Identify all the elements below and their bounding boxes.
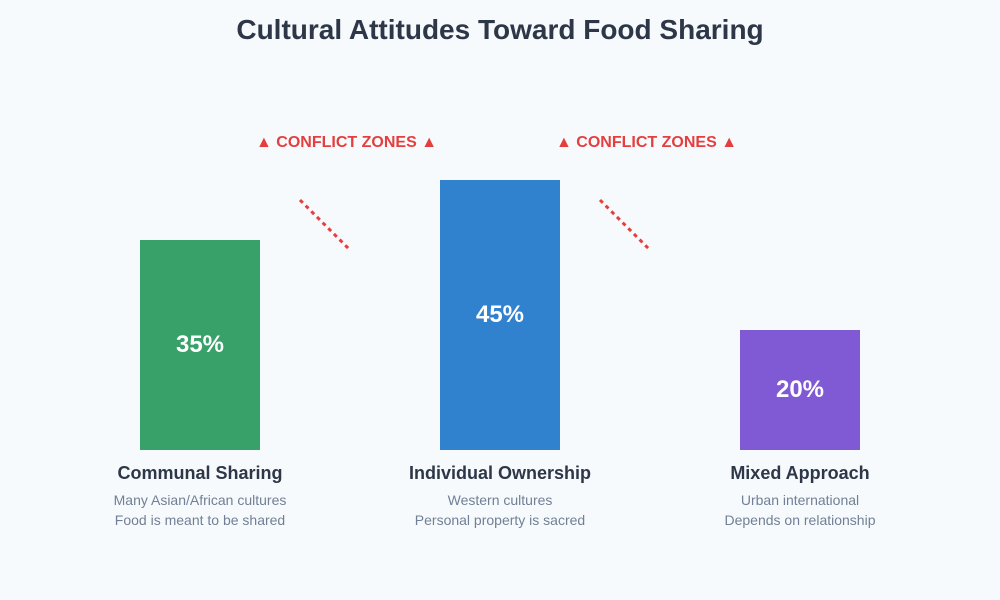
warning-icon: ▲: [256, 134, 272, 151]
bar-value: 20%: [775, 376, 825, 403]
category-label: Mixed Approach: [730, 463, 870, 483]
category-label: Communal Sharing: [117, 463, 283, 483]
category-description: Depends on relationship: [724, 512, 876, 528]
category-description: Many Asian/African cultures: [113, 492, 287, 508]
warning-icon: ▲: [421, 134, 438, 151]
warning-icon: ▲: [721, 134, 738, 151]
conflict-zone-annotation-2: ▲ CONFLICT ZONES ▲: [556, 134, 737, 152]
category-description: Personal property is sacred: [414, 512, 586, 528]
category-description: Western cultures: [447, 492, 553, 508]
chart-title: Cultural Attitudes Toward Food Sharing: [236, 14, 764, 45]
bar-communal-sharing: 35%: [140, 240, 260, 450]
bar-individual-ownership: 45%: [440, 180, 560, 450]
conflict-zone-annotation-1: ▲ CONFLICT ZONES ▲: [256, 134, 437, 152]
bar-mixed-approach: 20%: [740, 330, 860, 450]
category-label: Individual Ownership: [408, 463, 592, 483]
bar-value: 45%: [475, 301, 525, 328]
bar-value: 35%: [175, 331, 225, 358]
conflict-zone-text: CONFLICT ZONES: [276, 134, 417, 151]
warning-icon: ▲: [556, 134, 572, 151]
category-description: Food is meant to be shared: [114, 512, 286, 528]
category-description: Urban international: [740, 492, 860, 508]
conflict-zone-text: CONFLICT ZONES: [576, 134, 717, 151]
